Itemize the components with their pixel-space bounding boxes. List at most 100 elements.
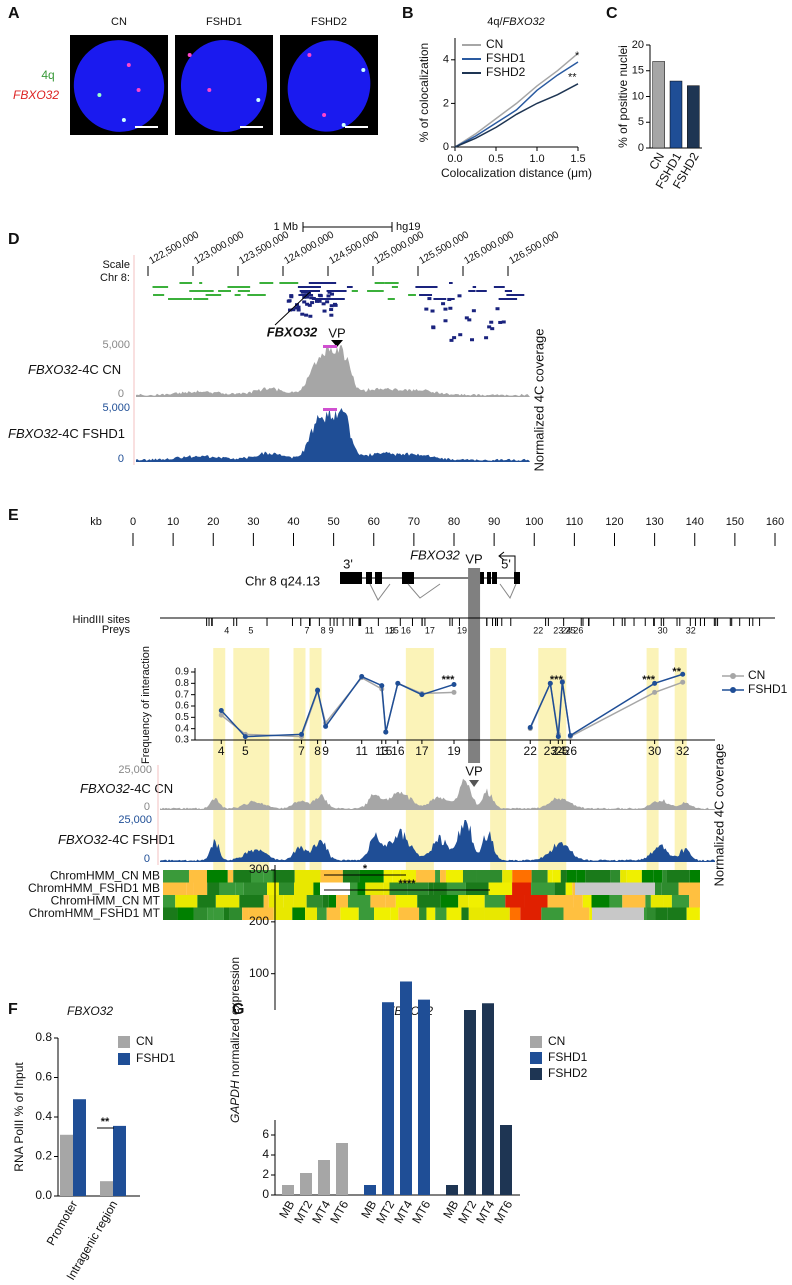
prey-label: 7	[305, 625, 310, 635]
y-label-gene: GAPDH	[228, 1080, 242, 1123]
chromhmm-state	[645, 895, 650, 908]
bar	[464, 1010, 476, 1195]
track-axis-label: 0	[144, 853, 150, 865]
gene-model	[315, 300, 319, 303]
track-axis-label: 5,000	[102, 339, 130, 351]
chromhmm-state	[213, 908, 223, 921]
prey-label: 32	[686, 625, 696, 635]
track-label: FBXO32-4C CN	[80, 781, 173, 796]
chromhmm-state	[370, 895, 385, 908]
fish-signal	[97, 93, 101, 97]
track-axis-label: 0	[144, 801, 150, 813]
bar	[364, 1185, 376, 1195]
x-tick-label: MT6	[327, 1198, 351, 1226]
gene-model	[458, 294, 462, 297]
y-axis-label: % of colocalization	[417, 43, 431, 142]
chromhmm-state	[477, 870, 503, 883]
x-tick-label: 10	[167, 516, 179, 528]
gene-model	[385, 282, 392, 284]
fish-signal	[137, 88, 141, 92]
gene-model	[506, 294, 524, 296]
chromhmm-state	[273, 870, 295, 883]
chromhmm-state	[564, 908, 590, 921]
x-tick-label: 1.5	[570, 153, 585, 165]
chromhmm-state	[485, 908, 510, 921]
track-label: FBXO32-4C FSHD1	[8, 426, 125, 441]
probe-label: 4q	[41, 68, 54, 82]
gene-model	[296, 306, 300, 309]
vp-label: VP	[465, 763, 482, 778]
gene-model	[315, 298, 334, 300]
x-tick-label: MT4	[473, 1198, 497, 1226]
chromhmm-state	[461, 908, 468, 921]
x-tick-label: 0.5	[488, 153, 503, 165]
legend-label: FSHD2	[486, 65, 526, 79]
prey-tick-label: 5	[242, 744, 249, 758]
chromhmm-state	[664, 895, 672, 908]
chromhmm-state	[163, 895, 175, 908]
chromhmm-state	[690, 870, 700, 883]
chromhmm-state	[293, 895, 307, 908]
legend-label: FSHD1	[486, 51, 526, 65]
chromhmm-state	[485, 895, 506, 908]
chromhmm-state	[178, 908, 194, 921]
vp-label: VP	[328, 325, 345, 340]
chromhmm-state	[661, 883, 678, 896]
panel-label: C	[606, 5, 618, 22]
fish-signal	[127, 63, 131, 67]
x-tick-label: MT6	[491, 1198, 515, 1226]
track-name: -4C CN	[130, 781, 173, 796]
image-title: FSHD2	[311, 16, 347, 28]
gene-model	[490, 327, 494, 330]
chromhmm-state	[386, 895, 396, 908]
title-gene: FBXO32	[503, 16, 545, 28]
bar	[653, 61, 665, 148]
y-tick-label: 0.3	[175, 735, 189, 746]
gene-model	[448, 307, 452, 310]
chromhmm-state	[440, 870, 446, 883]
track-gene: FBXO32	[28, 362, 79, 377]
chromhmm-state	[577, 870, 586, 883]
chromhmm-state	[489, 883, 512, 896]
chromhmm-state	[163, 883, 186, 896]
legend-swatch	[530, 1036, 542, 1048]
chromhmm-state	[435, 870, 440, 883]
chromhmm-gap	[320, 883, 350, 896]
gene-model	[238, 290, 250, 292]
annotation: ***	[642, 674, 656, 686]
y-tick-label: 0	[638, 142, 644, 154]
fish-signal	[188, 53, 192, 57]
gene-model	[496, 307, 500, 310]
gene-model	[189, 290, 199, 292]
x-tick-label: 40	[287, 516, 299, 528]
x-tick-label: 20	[207, 516, 219, 528]
point	[379, 683, 384, 688]
chromhmm-state	[524, 895, 547, 908]
y-tick-label: 0.6	[35, 1070, 52, 1084]
chromhmm-state	[646, 908, 655, 921]
chromhmm-state	[567, 870, 577, 883]
x-axis-label: kb	[90, 516, 102, 528]
gene-model	[312, 297, 316, 300]
gene-model	[235, 294, 240, 296]
bar	[113, 1126, 126, 1196]
legend-swatch	[530, 1068, 542, 1080]
chromhmm-state	[207, 870, 228, 883]
track-axis-label: 0	[118, 388, 124, 400]
track-label: Chr 8:	[100, 272, 130, 284]
gene-model	[279, 282, 298, 284]
highlight-band	[294, 648, 306, 870]
bar	[300, 1173, 312, 1195]
fish-signal	[307, 53, 311, 57]
coverage-track	[136, 408, 530, 462]
legend-label: CN	[136, 1034, 153, 1048]
chromhmm-state	[398, 908, 419, 921]
track-name: -4C FSHD1	[58, 426, 125, 441]
y-tick-label: 6	[262, 1127, 269, 1141]
gene-model	[494, 286, 505, 288]
gene-model	[308, 315, 312, 318]
gene-model	[427, 297, 431, 300]
scale-bar	[303, 222, 392, 232]
track-label: FBXO32-4C FSHD1	[58, 832, 175, 847]
gene-model	[310, 301, 314, 304]
